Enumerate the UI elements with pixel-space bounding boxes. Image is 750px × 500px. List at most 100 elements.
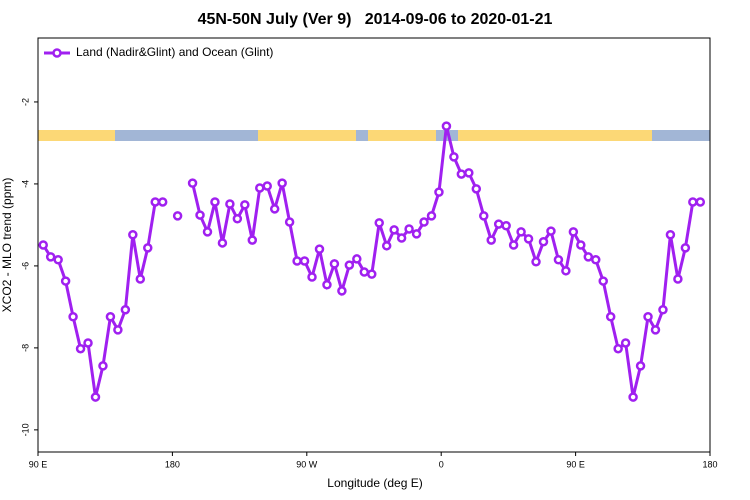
data-point bbox=[172, 211, 183, 221]
data-point bbox=[45, 252, 56, 262]
x-axis-label: Longitude (deg E) bbox=[327, 476, 422, 490]
x-tick-label: 90 E bbox=[566, 459, 585, 469]
y-axis-label: XCO2 - MLO trend (ppm) bbox=[0, 178, 14, 313]
data-point bbox=[314, 244, 325, 254]
data-point bbox=[665, 230, 676, 240]
data-point bbox=[292, 256, 302, 266]
data-point bbox=[553, 255, 564, 265]
data-point bbox=[277, 178, 287, 188]
data-point bbox=[359, 267, 370, 277]
data-point bbox=[635, 361, 646, 371]
data-point bbox=[419, 217, 429, 227]
data-point bbox=[546, 226, 556, 236]
data-point bbox=[449, 152, 459, 162]
data-point bbox=[479, 211, 489, 221]
legend-marker bbox=[52, 48, 62, 58]
data-point bbox=[367, 269, 377, 279]
data-point bbox=[441, 121, 452, 131]
x-tick-label: 0 bbox=[439, 459, 444, 469]
data-point bbox=[501, 220, 511, 231]
data-point bbox=[150, 197, 160, 207]
data-point bbox=[493, 219, 504, 229]
data-point bbox=[232, 214, 243, 224]
x-tick-label: 90 W bbox=[296, 459, 318, 469]
map-strip bbox=[38, 130, 710, 141]
data-point bbox=[262, 181, 272, 191]
data-point bbox=[307, 272, 317, 282]
data-point bbox=[225, 199, 235, 209]
data-point bbox=[374, 218, 384, 228]
data-point bbox=[98, 361, 108, 371]
data-point bbox=[329, 259, 340, 269]
data-point bbox=[68, 311, 78, 322]
data-point bbox=[135, 274, 146, 284]
y-tick-label: -4 bbox=[20, 180, 30, 188]
y-tick-label: -10 bbox=[20, 423, 30, 436]
y-tick-label: -8 bbox=[20, 344, 30, 352]
data-point bbox=[650, 325, 661, 335]
data-point bbox=[344, 260, 355, 270]
data-point bbox=[523, 234, 534, 244]
data-point bbox=[673, 274, 683, 284]
data-point bbox=[75, 343, 86, 354]
x-tick-label: 180 bbox=[702, 459, 717, 469]
data-point bbox=[352, 254, 362, 264]
data-point bbox=[591, 255, 601, 265]
data-point bbox=[60, 276, 71, 286]
data-point bbox=[396, 233, 407, 243]
data-point bbox=[389, 225, 399, 235]
data-point bbox=[337, 286, 347, 296]
data-point bbox=[217, 238, 228, 248]
data-point bbox=[680, 243, 691, 253]
y-tick-label: -6 bbox=[20, 262, 30, 270]
data-point bbox=[53, 255, 63, 265]
data-point bbox=[202, 227, 213, 237]
data-point bbox=[187, 178, 198, 188]
data-point bbox=[658, 305, 668, 315]
data-point bbox=[643, 311, 653, 322]
data-point bbox=[426, 211, 437, 221]
data-point bbox=[695, 197, 706, 207]
data-point bbox=[613, 343, 623, 354]
data-point bbox=[568, 227, 579, 237]
data-point bbox=[322, 280, 332, 290]
data-point bbox=[620, 338, 631, 348]
data-point bbox=[598, 276, 608, 286]
chart-title: 45N-50N July (Ver 9) 2014-09-06 to 2020-… bbox=[198, 11, 553, 28]
legend-label: Land (Nadir&Glint) and Ocean (Glint) bbox=[76, 45, 273, 59]
data-point bbox=[404, 224, 414, 234]
plot-frame bbox=[37, 37, 711, 453]
data-point bbox=[120, 305, 131, 315]
data-point bbox=[531, 257, 541, 267]
data-point bbox=[195, 210, 205, 220]
data-point bbox=[269, 204, 280, 214]
data-point bbox=[90, 392, 101, 402]
data-point bbox=[240, 200, 250, 210]
data-point bbox=[508, 240, 519, 250]
data-point bbox=[516, 227, 526, 237]
data-point bbox=[157, 197, 168, 207]
data-point bbox=[83, 338, 93, 348]
data-point bbox=[456, 169, 467, 179]
data-point bbox=[628, 392, 638, 402]
x-tick-label: 90 E bbox=[29, 459, 48, 469]
data-point bbox=[688, 197, 698, 207]
data-point bbox=[411, 229, 422, 239]
data-point bbox=[113, 325, 123, 335]
data-point bbox=[284, 217, 295, 227]
y-tick-label: -2 bbox=[20, 98, 30, 106]
data-point bbox=[561, 266, 571, 276]
data-point bbox=[583, 252, 594, 262]
data-point bbox=[210, 197, 220, 207]
data-point bbox=[128, 230, 138, 240]
data-point bbox=[486, 235, 496, 245]
data-point bbox=[143, 243, 153, 253]
data-point bbox=[247, 235, 258, 245]
data-point bbox=[299, 256, 310, 266]
data-point bbox=[576, 240, 586, 250]
data-point bbox=[255, 183, 265, 193]
data-point bbox=[38, 240, 48, 250]
data-point bbox=[464, 168, 474, 178]
x-tick-label: 180 bbox=[165, 459, 180, 469]
data-point bbox=[605, 311, 616, 322]
